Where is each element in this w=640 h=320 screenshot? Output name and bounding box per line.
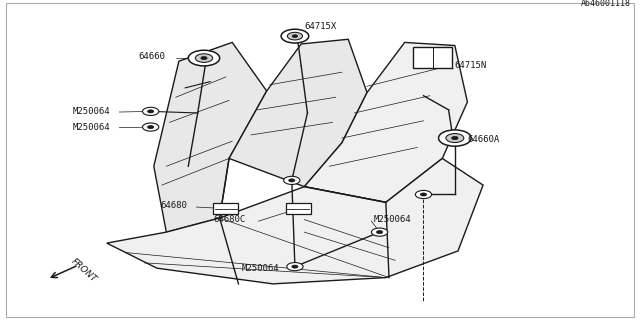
Text: M250064: M250064: [242, 264, 279, 273]
Circle shape: [452, 136, 458, 140]
Circle shape: [287, 262, 303, 271]
Text: 64715X: 64715X: [305, 22, 337, 31]
Circle shape: [281, 29, 308, 43]
Circle shape: [376, 231, 383, 234]
Text: A646001118: A646001118: [580, 0, 630, 8]
Circle shape: [201, 57, 207, 60]
Text: 64680C: 64680C: [213, 215, 246, 224]
Text: M250064: M250064: [72, 123, 110, 132]
Circle shape: [188, 50, 220, 66]
Text: 64680: 64680: [160, 201, 187, 210]
Text: FRONT: FRONT: [69, 257, 98, 284]
Text: 64660: 64660: [138, 52, 165, 61]
Text: M250064: M250064: [373, 215, 411, 224]
Circle shape: [438, 130, 471, 146]
Text: 64715N: 64715N: [455, 61, 487, 70]
Circle shape: [148, 110, 154, 113]
Polygon shape: [305, 42, 467, 202]
Circle shape: [143, 123, 159, 131]
Circle shape: [143, 107, 159, 116]
Circle shape: [446, 133, 464, 142]
Polygon shape: [107, 158, 483, 284]
FancyBboxPatch shape: [413, 47, 452, 68]
Circle shape: [148, 125, 154, 129]
Circle shape: [292, 35, 298, 37]
Circle shape: [287, 32, 303, 40]
Polygon shape: [229, 39, 367, 187]
Circle shape: [420, 193, 427, 196]
Circle shape: [289, 179, 295, 182]
FancyBboxPatch shape: [213, 203, 239, 214]
Text: 64660A: 64660A: [467, 135, 500, 144]
Polygon shape: [154, 42, 267, 232]
Text: M250064: M250064: [72, 107, 110, 116]
Circle shape: [371, 228, 388, 236]
Circle shape: [292, 265, 298, 268]
Circle shape: [415, 190, 431, 199]
FancyBboxPatch shape: [285, 203, 310, 214]
Circle shape: [284, 176, 300, 184]
Circle shape: [195, 54, 212, 62]
